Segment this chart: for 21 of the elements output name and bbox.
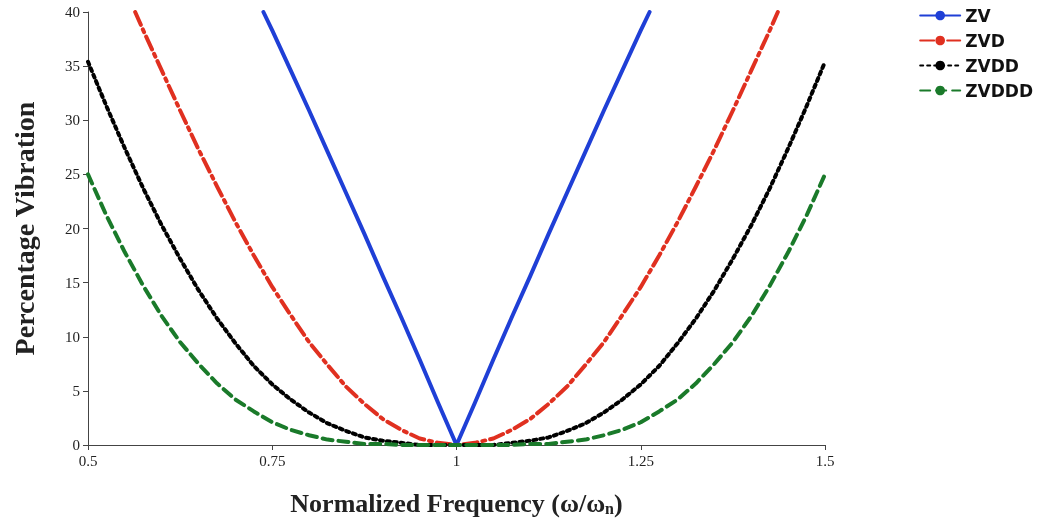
x-tick-label: 1.5	[815, 452, 835, 469]
x-tick-label: 0.5	[78, 452, 98, 469]
y-tick-label: 0	[72, 437, 80, 453]
y-tick-label: 35	[65, 58, 80, 75]
legend-label: ZVD	[965, 30, 1005, 51]
line-series	[133, 10, 780, 447]
legend-label: ZVDDD	[965, 80, 1034, 101]
y-tick-label: 10	[65, 328, 80, 345]
legend-label: ZV	[965, 5, 992, 26]
x-tick-label: 1.25	[627, 452, 654, 469]
y-tick-label: 40	[65, 4, 80, 20]
y-axis-title: Percentage Vibration	[8, 101, 40, 356]
legend-label: ZVDD	[965, 55, 1019, 76]
x-tick-label: 0.75	[259, 452, 286, 469]
y-tick-label: 20	[65, 220, 80, 237]
y-tick-label: 5	[72, 382, 80, 399]
x-tick-label: 1	[452, 452, 461, 469]
y-tick-label: 30	[65, 112, 80, 129]
x-axis-title: Normalized Frequency (ω/ωn)	[290, 488, 623, 518]
y-tick-label: 15	[65, 274, 80, 291]
y-tick-label: 25	[65, 166, 80, 183]
